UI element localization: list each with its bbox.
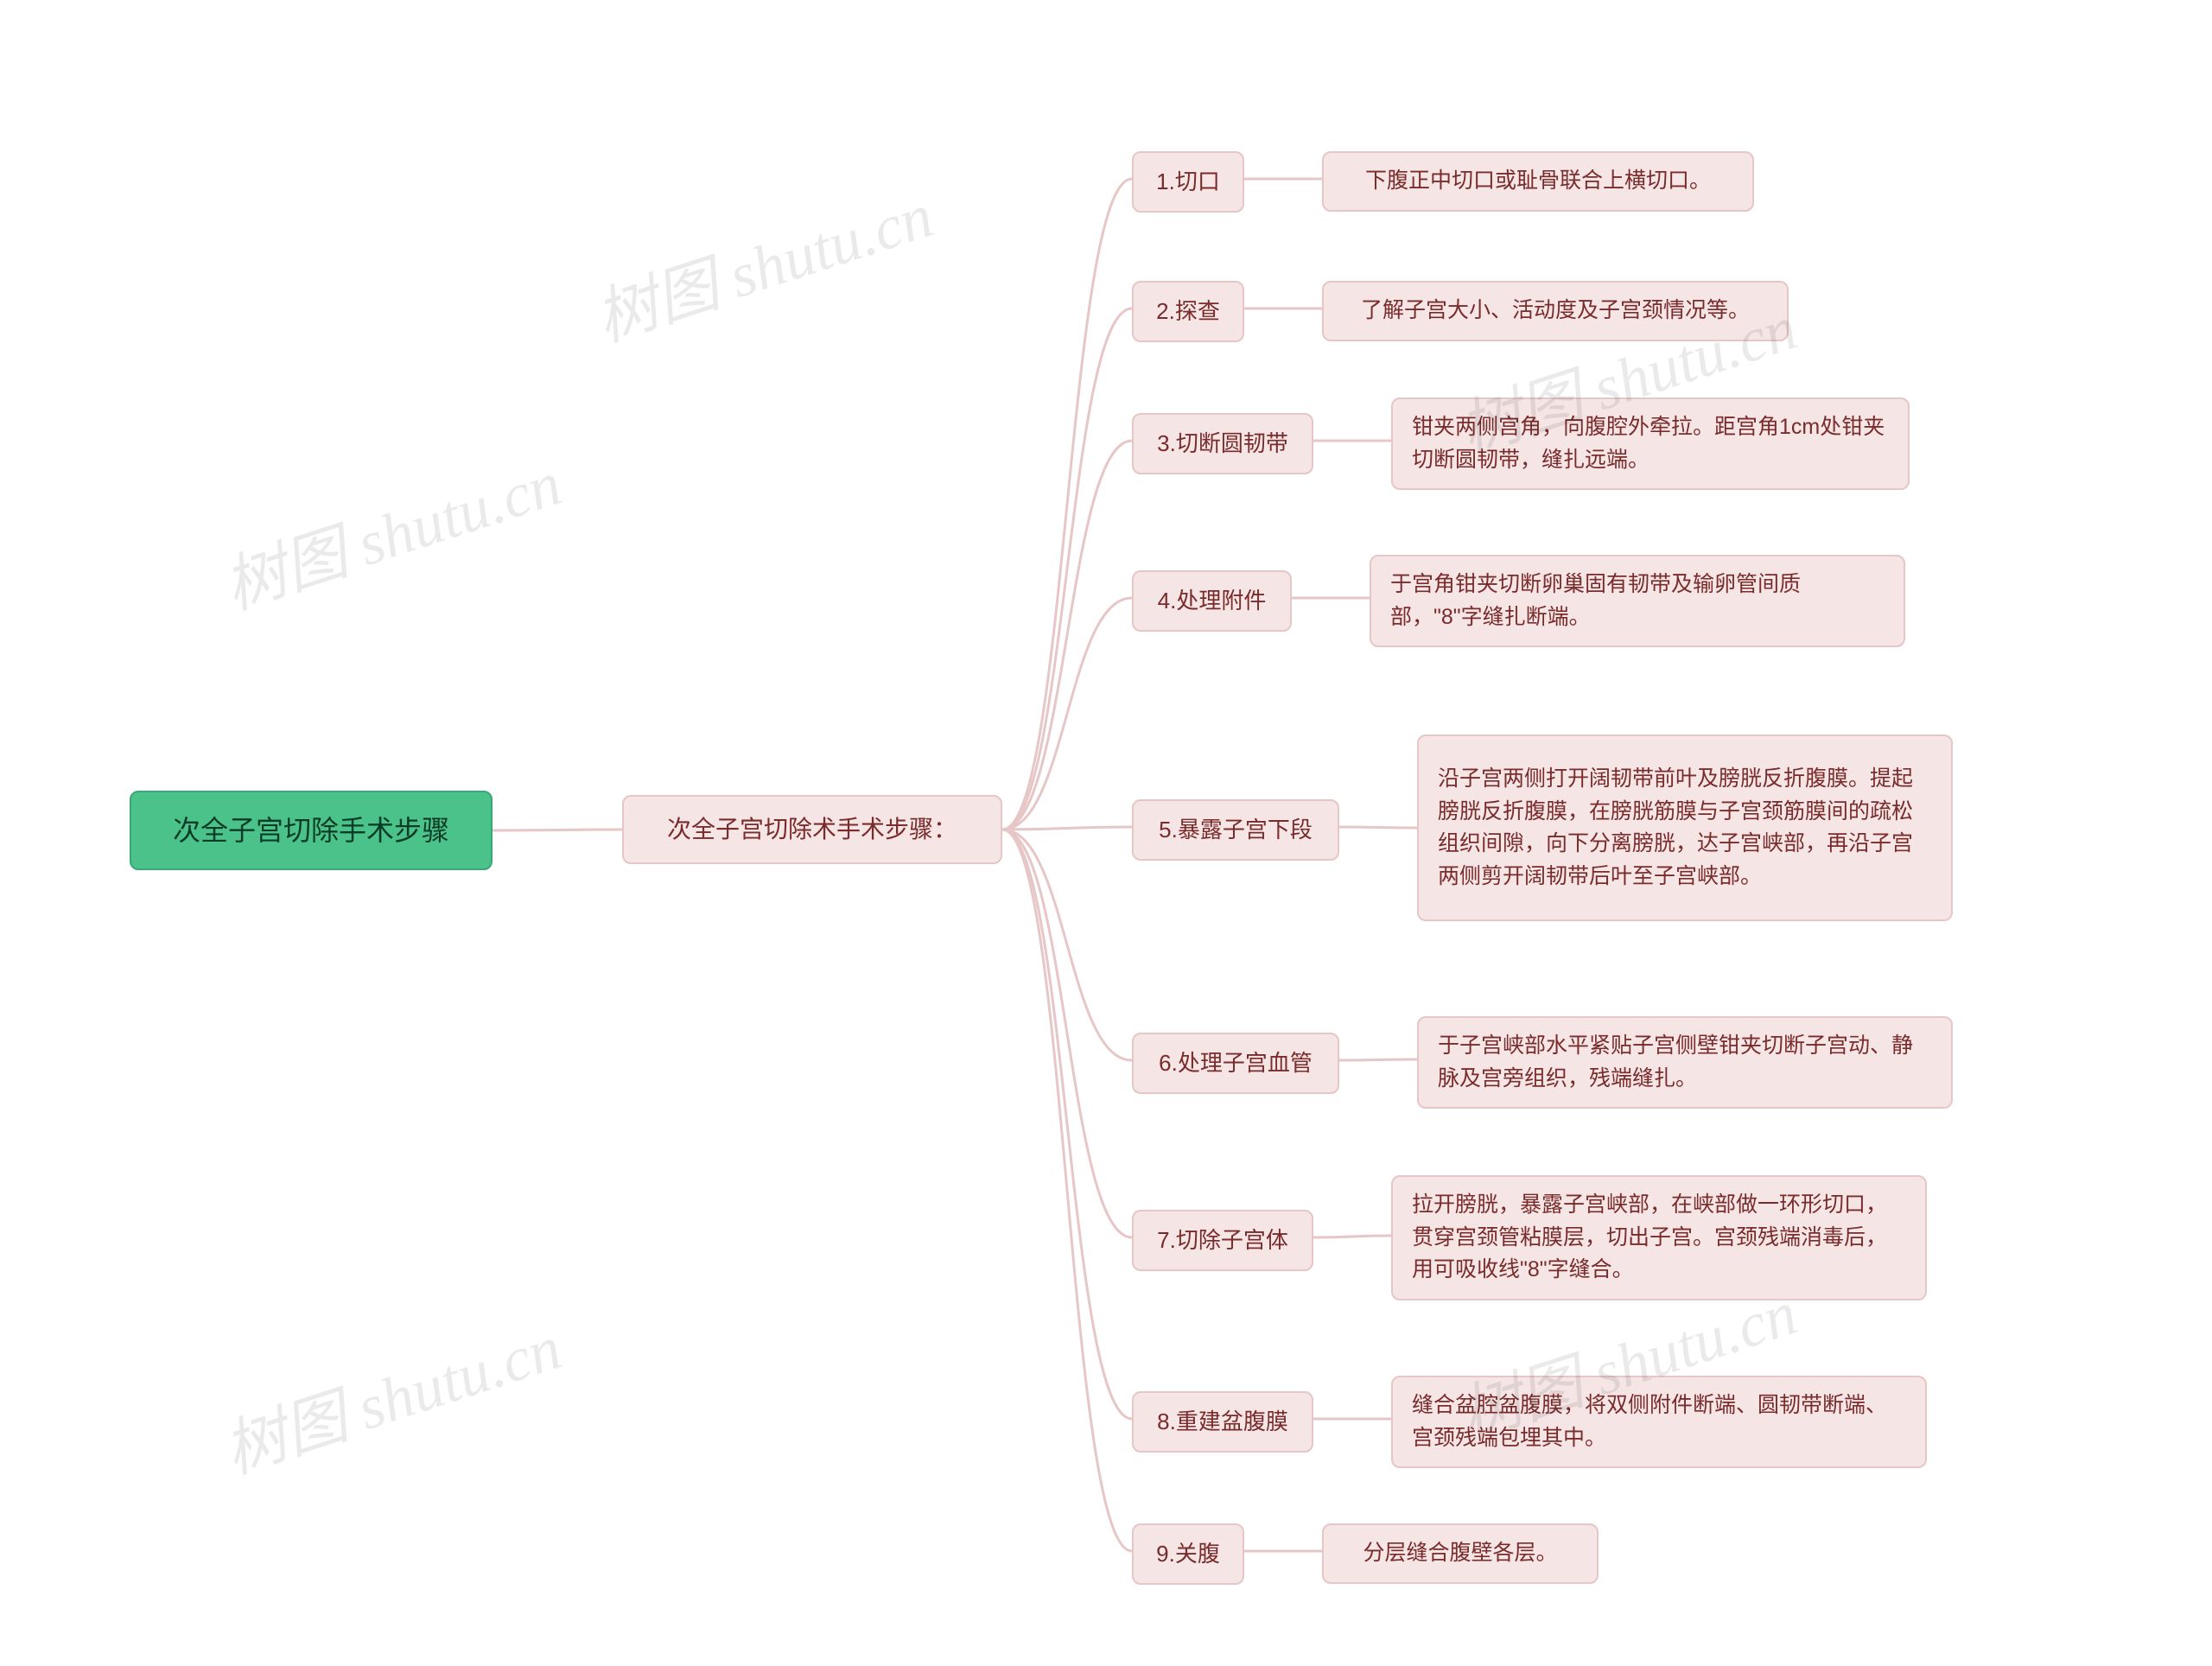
step-9[interactable]: 9.关腹 xyxy=(1132,1523,1244,1585)
step-7[interactable]: 7.切除子宫体 xyxy=(1132,1210,1313,1271)
step-3-detail: 钳夹两侧宫角，向腹腔外牵拉。距宫角1cm处钳夹切断圆韧带，缝扎远端。 xyxy=(1391,397,1910,490)
step-8-detail: 缝合盆腔盆腹膜，将双侧附件断端、圆韧带断端、宫颈残端包埋其中。 xyxy=(1391,1376,1927,1468)
step-2-detail: 了解子宫大小、活动度及子宫颈情况等。 xyxy=(1322,281,1789,341)
step-8[interactable]: 8.重建盆腹膜 xyxy=(1132,1391,1313,1453)
step-1-detail: 下腹正中切口或耻骨联合上横切口。 xyxy=(1322,151,1754,212)
step-6-detail: 于子宫峡部水平紧贴子宫侧壁钳夹切断子宫动、静脉及宫旁组织，残端缝扎。 xyxy=(1417,1016,1953,1109)
step-2[interactable]: 2.探查 xyxy=(1132,281,1244,342)
watermark-2: 树图 shutu.cn xyxy=(211,1296,571,1491)
sub-node[interactable]: 次全子宫切除术手术步骤： xyxy=(622,795,1002,864)
step-5[interactable]: 5.暴露子宫下段 xyxy=(1132,799,1339,861)
step-1[interactable]: 1.切口 xyxy=(1132,151,1244,213)
watermark-1: 树图 shutu.cn xyxy=(211,432,571,626)
step-6[interactable]: 6.处理子宫血管 xyxy=(1132,1033,1339,1094)
step-4-detail: 于宫角钳夹切断卵巢固有韧带及输卵管间质部，"8"字缝扎断端。 xyxy=(1370,555,1905,647)
step-4[interactable]: 4.处理附件 xyxy=(1132,570,1292,632)
root-node[interactable]: 次全子宫切除手术步骤 xyxy=(130,791,493,870)
step-7-detail: 拉开膀胱，暴露子宫峡部，在峡部做一环形切口，贯穿宫颈管粘膜层，切出子宫。宫颈残端… xyxy=(1391,1175,1927,1300)
step-9-detail: 分层缝合腹壁各层。 xyxy=(1322,1523,1599,1584)
step-5-detail: 沿子宫两侧打开阔韧带前叶及膀胱反折腹膜。提起膀胱反折腹膜，在膀胱筋膜与子宫颈筋膜… xyxy=(1417,734,1953,921)
step-3[interactable]: 3.切断圆韧带 xyxy=(1132,413,1313,474)
watermark-5: 树图 shutu.cn xyxy=(582,164,943,359)
